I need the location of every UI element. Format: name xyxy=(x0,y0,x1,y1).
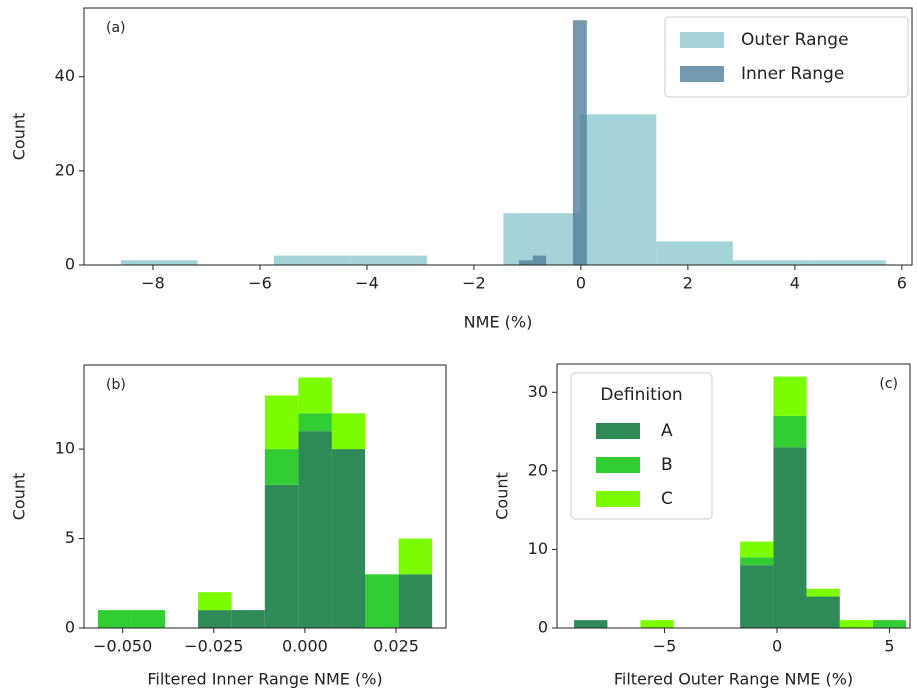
legend-swatch xyxy=(596,457,640,473)
bar xyxy=(365,574,399,628)
bar xyxy=(809,260,886,265)
bar xyxy=(198,610,232,628)
bar xyxy=(740,565,774,628)
bar xyxy=(120,260,198,265)
bar xyxy=(264,484,299,628)
x-tick-label: 5 xyxy=(884,637,894,656)
legend-label: A xyxy=(661,421,673,441)
x-tick-label: −0.050 xyxy=(93,637,152,656)
x-axis-label: Filtered Inner Range NME (%) xyxy=(147,670,382,689)
x-tick-label: −2 xyxy=(462,274,486,293)
plot-area xyxy=(574,376,907,628)
y-tick-label: 20 xyxy=(55,160,75,179)
bar xyxy=(806,588,840,597)
bar xyxy=(298,377,332,414)
y-tick-label: 10 xyxy=(528,539,548,558)
bar xyxy=(656,241,733,265)
x-tick-label: 0.025 xyxy=(373,637,419,656)
x-tick-label: −8 xyxy=(141,274,165,293)
y-tick-label: 40 xyxy=(55,66,75,85)
bar xyxy=(331,413,366,450)
legend-box xyxy=(570,372,713,520)
bar xyxy=(331,449,366,628)
axes-frame xyxy=(83,364,447,629)
legend-swatch xyxy=(680,32,724,48)
x-tick-label: 0.000 xyxy=(282,637,328,656)
legend-box xyxy=(664,16,909,98)
bar xyxy=(264,395,299,450)
bar xyxy=(398,538,433,575)
bar xyxy=(572,20,587,265)
bar xyxy=(773,415,807,448)
bar xyxy=(518,260,533,265)
panel-label: (b) xyxy=(106,377,126,393)
bar xyxy=(350,255,427,265)
y-axis-label: Count xyxy=(493,472,512,520)
x-tick-label: −0.025 xyxy=(184,637,243,656)
bar xyxy=(97,610,132,628)
x-tick-label: 2 xyxy=(683,274,693,293)
panel-label: (c) xyxy=(879,376,898,392)
x-tick-label: −5 xyxy=(653,637,677,656)
bar xyxy=(872,620,907,628)
bar xyxy=(532,255,547,265)
y-tick-label: 10 xyxy=(55,439,75,458)
axes-frame xyxy=(556,363,911,629)
x-tick-label: 4 xyxy=(790,274,800,293)
bar xyxy=(198,592,232,611)
legend-label: Outer Range xyxy=(741,30,849,50)
legend-title: Definition xyxy=(600,385,682,405)
bar xyxy=(298,431,332,628)
y-tick-label: 5 xyxy=(65,528,75,547)
bar xyxy=(773,376,807,416)
bar xyxy=(131,610,165,628)
legend-swatch xyxy=(596,491,640,507)
legend-label: B xyxy=(661,455,673,475)
y-axis-label: Count xyxy=(10,113,29,161)
x-tick-label: 6 xyxy=(897,274,907,293)
bar xyxy=(273,255,351,265)
bar xyxy=(398,574,433,628)
bar xyxy=(740,557,774,566)
axes-frame xyxy=(83,7,913,266)
bar xyxy=(732,260,810,265)
y-tick-label: 20 xyxy=(528,460,548,479)
x-tick-label: −6 xyxy=(248,274,272,293)
plot-area xyxy=(120,20,886,265)
legend-label: C xyxy=(661,489,673,509)
bar xyxy=(264,449,299,485)
y-tick-label: 30 xyxy=(528,382,548,401)
legend-swatch xyxy=(596,423,640,439)
legend-swatch xyxy=(680,66,724,82)
x-axis-label: NME (%) xyxy=(464,313,533,332)
y-axis-label: Count xyxy=(10,473,29,521)
bar xyxy=(740,541,774,558)
plot-area xyxy=(97,377,433,628)
bar xyxy=(298,413,332,432)
bar xyxy=(839,620,873,628)
panel-label: (a) xyxy=(106,20,126,36)
legend-label: Inner Range xyxy=(741,64,844,84)
bar xyxy=(773,447,807,628)
bar xyxy=(574,620,608,628)
y-tick-label: 0 xyxy=(538,618,548,637)
x-axis-label: Filtered Outer Range NME (%) xyxy=(614,670,853,689)
x-tick-label: 0 xyxy=(772,637,782,656)
bar xyxy=(231,610,265,628)
bar xyxy=(640,620,674,628)
bar xyxy=(579,114,657,265)
y-tick-label: 0 xyxy=(65,255,75,274)
x-tick-label: 0 xyxy=(576,274,586,293)
x-tick-label: −4 xyxy=(355,274,379,293)
y-tick-label: 0 xyxy=(65,618,75,637)
bar xyxy=(806,596,840,628)
